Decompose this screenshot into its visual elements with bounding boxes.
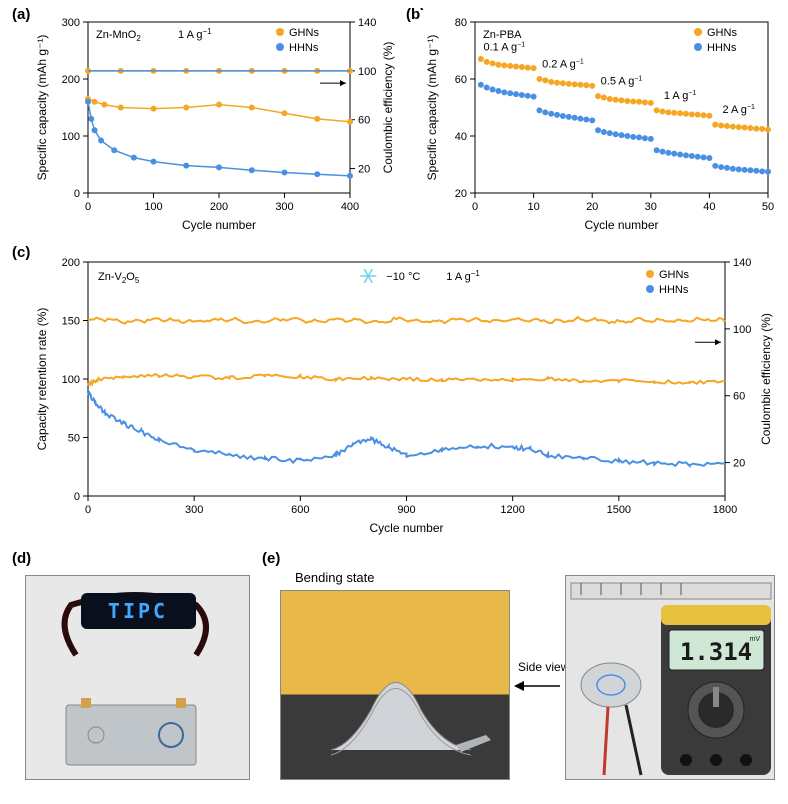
svg-text:300: 300 (275, 201, 293, 213)
svg-text:200: 200 (62, 74, 80, 86)
svg-text:200: 200 (210, 201, 228, 213)
led-text: TIPC (108, 599, 168, 623)
panel-e-bending-photo (280, 590, 510, 780)
svg-text:0.5 A g−1: 0.5 A g−1 (601, 76, 643, 88)
svg-text:100: 100 (62, 131, 80, 143)
svg-text:1200: 1200 (500, 504, 524, 516)
svg-text:1 A g−1: 1 A g−1 (446, 269, 480, 283)
panel-d-photo: TIPC (25, 575, 250, 780)
svg-text:140: 140 (733, 257, 751, 269)
svg-text:100: 100 (733, 324, 751, 336)
panel-label-e: (e) (262, 550, 280, 567)
chart-c: 0 300 600 900 1200 1500 1800 0 50 100 150 200 20 60 10… (30, 248, 780, 538)
svg-text:Coulombic efficiency (%): Coulombic efficiency (%) (759, 313, 773, 445)
svg-text:140: 140 (358, 17, 376, 29)
svg-text:80: 80 (455, 17, 467, 29)
panel-e-multimeter-photo: 1.314 mV (565, 575, 775, 780)
chart-a: 0 100 200 300 400 0 100 200 300 20 60 100 140 Cycle n… (30, 10, 400, 235)
svg-text:Cycle number: Cycle number (182, 218, 256, 232)
svg-text:1500: 1500 (607, 504, 631, 516)
svg-text:300: 300 (62, 17, 80, 29)
svg-text:20: 20 (455, 188, 467, 200)
svg-text:0: 0 (74, 188, 80, 200)
svg-text:HHNs: HHNs (659, 284, 689, 296)
svg-text:50: 50 (68, 433, 80, 445)
svg-text:10: 10 (527, 201, 539, 213)
svg-text:Specific capacity (mAh g⁻¹): Specific capacity (mAh g⁻¹) (35, 35, 49, 181)
side-view-label: Side view (518, 660, 569, 674)
svg-text:Zn-PBA: Zn-PBA (483, 29, 522, 41)
svg-text:2 A g−1: 2 A g−1 (722, 104, 755, 116)
svg-text:100: 100 (144, 201, 162, 213)
svg-text:−10 °C: −10 °C (386, 271, 420, 283)
svg-text:40: 40 (703, 201, 715, 213)
svg-text:0: 0 (74, 491, 80, 503)
svg-text:150: 150 (62, 316, 80, 328)
svg-text:1800: 1800 (713, 504, 737, 516)
svg-text:40: 40 (455, 131, 467, 143)
svg-text:50: 50 (762, 201, 774, 213)
svg-text:200: 200 (62, 257, 80, 269)
svg-text:60: 60 (358, 115, 370, 127)
svg-text:Cycle number: Cycle number (584, 218, 658, 232)
svg-text:Specific capacity (mAh g⁻¹): Specific capacity (mAh g⁻¹) (425, 35, 439, 181)
svg-text:1 A g−1: 1 A g−1 (178, 27, 212, 41)
svg-text:400: 400 (341, 201, 359, 213)
svg-text:GHNs: GHNs (659, 269, 689, 281)
panel-label-d: (d) (12, 550, 31, 567)
svg-text:Coulombic efficiency (%): Coulombic efficiency (%) (381, 42, 395, 174)
svg-text:Capacity retention rate (%): Capacity retention rate (%) (35, 308, 49, 451)
bending-label: Bending state (295, 570, 375, 585)
chart-b: 0 10 20 30 40 50 20 40 60 80 Cycle number Specific … (420, 10, 780, 235)
svg-text:20: 20 (358, 164, 370, 176)
multimeter-reading: 1.314 (680, 638, 752, 666)
svg-text:0: 0 (85, 504, 91, 516)
svg-text:20: 20 (586, 201, 598, 213)
svg-text:60: 60 (455, 74, 467, 86)
svg-text:300: 300 (185, 504, 203, 516)
side-view-arrow (512, 678, 562, 694)
svg-text:0.2 A g−1: 0.2 A g−1 (542, 59, 584, 71)
svg-text:0: 0 (85, 201, 91, 213)
svg-text:100: 100 (358, 66, 376, 78)
panel-label-c: (c) (12, 244, 30, 261)
svg-text:100: 100 (62, 374, 80, 386)
svg-text:60: 60 (733, 391, 745, 403)
svg-text:Cycle number: Cycle number (369, 521, 443, 535)
svg-text:600: 600 (291, 504, 309, 516)
svg-text:HHNs: HHNs (289, 42, 319, 54)
svg-text:0.1 A g−1: 0.1 A g−1 (483, 42, 525, 54)
svg-text:30: 30 (645, 201, 657, 213)
svg-text:GHNs: GHNs (289, 27, 319, 39)
svg-text:GHNs: GHNs (707, 27, 737, 39)
svg-text:Zn-MnO2: Zn-MnO2 (96, 29, 141, 43)
svg-text:20: 20 (733, 458, 745, 470)
multimeter-unit: mV (750, 636, 761, 643)
svg-text:0: 0 (472, 201, 478, 213)
svg-text:1 A g−1: 1 A g−1 (664, 90, 697, 102)
panel-label-a: (a) (12, 6, 30, 23)
svg-text:900: 900 (397, 504, 415, 516)
svg-text:HHNs: HHNs (707, 42, 737, 54)
svg-text:Zn-V2O5: Zn-V2O5 (98, 271, 140, 285)
